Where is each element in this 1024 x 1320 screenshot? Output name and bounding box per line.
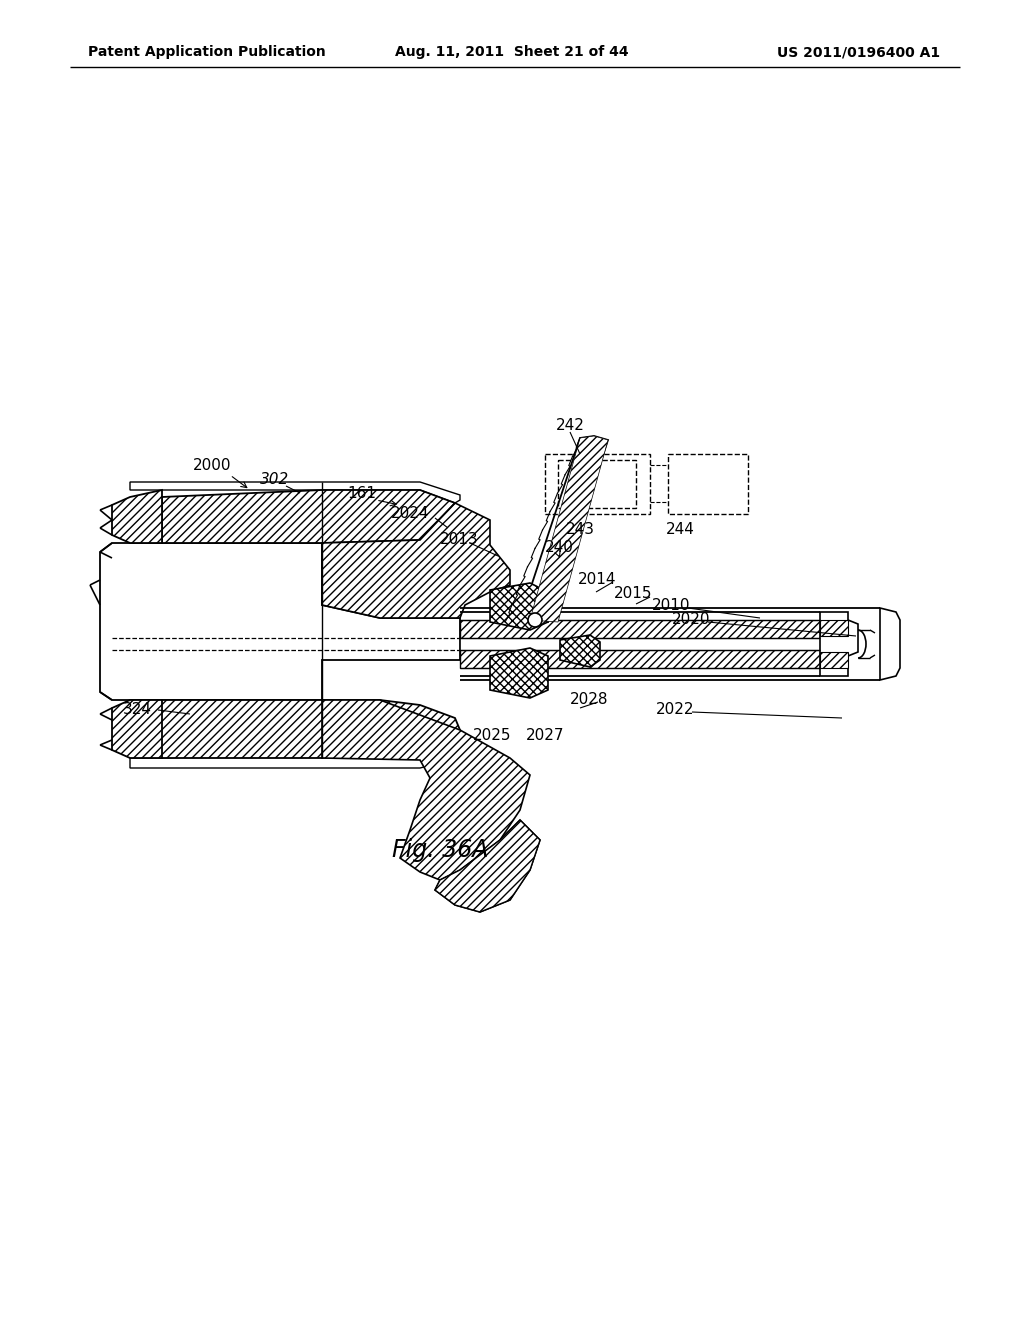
Text: 2024: 2024 [391, 506, 429, 520]
Text: Aug. 11, 2011  Sheet 21 of 44: Aug. 11, 2011 Sheet 21 of 44 [395, 45, 629, 59]
Bar [668, 454, 748, 513]
Text: 324: 324 [123, 702, 152, 718]
Polygon shape [460, 620, 820, 638]
Text: 244: 244 [666, 523, 694, 537]
Circle shape [528, 612, 542, 627]
Text: 2028: 2028 [570, 693, 608, 708]
Polygon shape [112, 700, 162, 758]
Text: 2000: 2000 [193, 458, 231, 474]
Polygon shape [820, 612, 858, 676]
Text: 2010: 2010 [652, 598, 690, 614]
Polygon shape [435, 820, 540, 912]
Polygon shape [322, 503, 510, 618]
Polygon shape [112, 700, 460, 758]
Polygon shape [530, 436, 608, 622]
Text: 161: 161 [347, 487, 377, 502]
Text: 242: 242 [556, 417, 585, 433]
Text: 2015: 2015 [614, 586, 652, 602]
Polygon shape [880, 609, 900, 680]
Polygon shape [322, 700, 530, 880]
Polygon shape [100, 543, 460, 700]
Text: 2025: 2025 [473, 727, 511, 742]
Polygon shape [490, 648, 548, 698]
Bar [558, 459, 636, 508]
Polygon shape [130, 741, 460, 768]
Polygon shape [820, 620, 848, 636]
Text: 302: 302 [260, 473, 290, 487]
Bar [460, 638, 820, 649]
Polygon shape [112, 490, 162, 543]
Polygon shape [820, 652, 848, 668]
Text: Fig. 36A: Fig. 36A [392, 838, 488, 862]
Text: 2013: 2013 [440, 532, 478, 548]
Polygon shape [490, 583, 548, 630]
Text: 243: 243 [565, 523, 595, 537]
Text: 2020: 2020 [672, 612, 711, 627]
Bar [545, 454, 650, 513]
Polygon shape [505, 436, 608, 622]
Text: 2014: 2014 [578, 573, 616, 587]
Text: 2022: 2022 [656, 702, 694, 718]
Polygon shape [560, 635, 600, 667]
Text: 2027: 2027 [525, 727, 564, 742]
Text: 240: 240 [545, 540, 573, 556]
Polygon shape [130, 482, 460, 503]
Polygon shape [435, 820, 540, 912]
Polygon shape [162, 490, 455, 543]
Polygon shape [460, 649, 820, 668]
Text: Patent Application Publication: Patent Application Publication [88, 45, 326, 59]
Text: US 2011/0196400 A1: US 2011/0196400 A1 [777, 45, 940, 59]
